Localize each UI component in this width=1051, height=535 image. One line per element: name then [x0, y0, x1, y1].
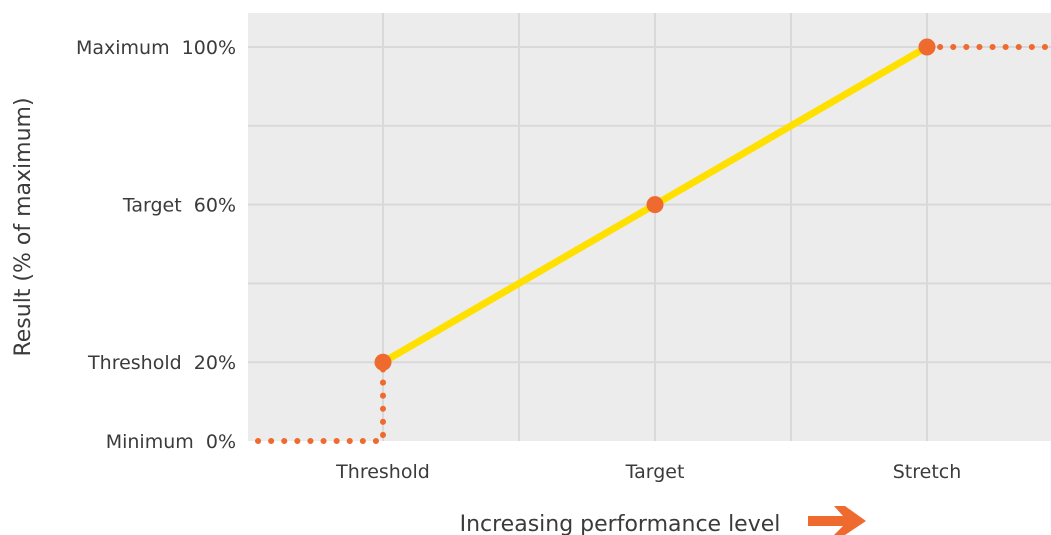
x-tick-label: Target: [625, 461, 685, 483]
y-tick-label: Minimum 0%: [106, 431, 236, 453]
x-axis-title: Increasing performance level: [460, 512, 781, 535]
data-point-stretch: [918, 38, 936, 56]
y-tick-label: Threshold 20%: [87, 352, 236, 374]
data-point-threshold: [374, 353, 392, 371]
marker-layer: [374, 38, 936, 371]
dotted-series-1: [255, 359, 386, 444]
x-tick-labels: Threshold Target Stretch: [335, 461, 961, 483]
y-tick-labels: Minimum 0% Threshold 20% Target 60% Maximum…: [76, 37, 236, 453]
arrow-right-icon: [808, 506, 866, 535]
y-tick-label: Target 60%: [122, 195, 236, 217]
y-axis-title: Result (% of maximum): [11, 97, 36, 356]
data-point-target: [646, 196, 664, 214]
x-tick-label: Stretch: [893, 461, 962, 483]
plot-area: [248, 13, 1051, 441]
x-tick-label: Threshold: [335, 461, 430, 483]
y-tick-label: Maximum 100%: [76, 37, 236, 59]
